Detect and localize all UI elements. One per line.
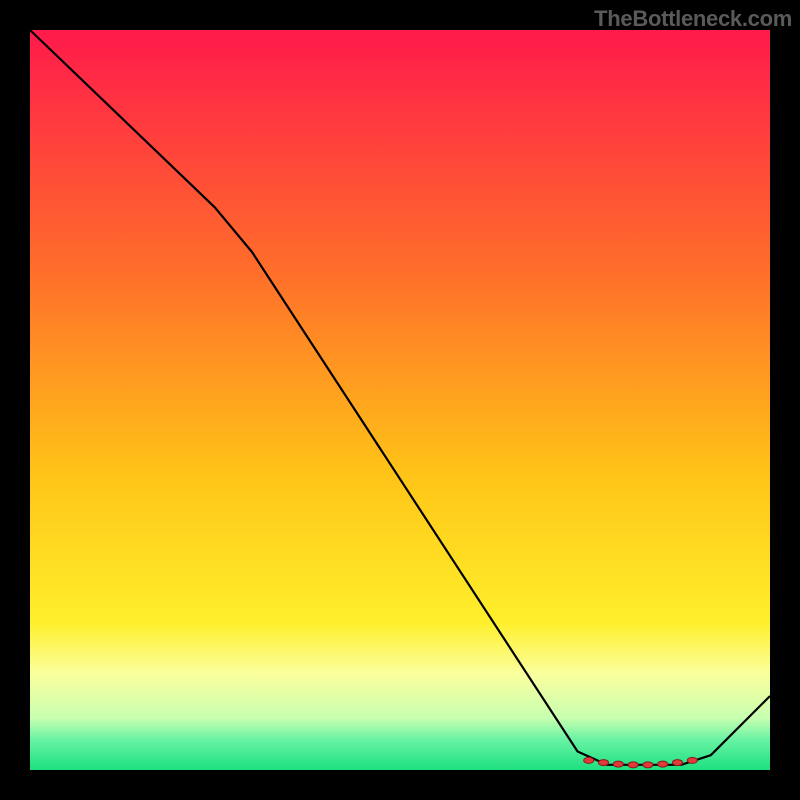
watermark: TheBottleneck.com xyxy=(594,6,792,32)
optimal-marker xyxy=(613,761,623,767)
optimal-marker xyxy=(643,762,653,768)
bottleneck-curve xyxy=(30,30,770,765)
optimal-marker xyxy=(628,762,638,768)
optimal-marker xyxy=(687,757,697,763)
chart-container: TheBottleneck.com xyxy=(0,0,800,800)
optimal-marker xyxy=(673,760,683,766)
chart-svg xyxy=(0,0,800,800)
optimal-marker xyxy=(658,761,668,767)
optimal-marker xyxy=(599,760,609,766)
optimal-marker xyxy=(584,757,594,763)
